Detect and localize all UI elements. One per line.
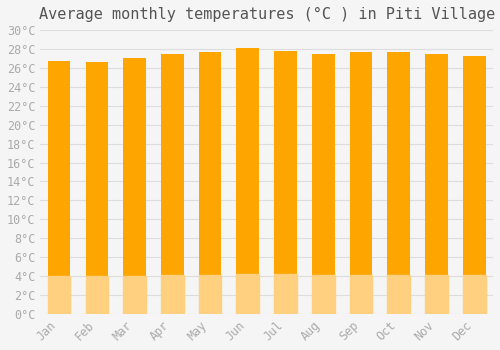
- Bar: [124, 58, 146, 314]
- Bar: [161, 54, 184, 314]
- Bar: [86, 62, 108, 314]
- Bar: [350, 275, 372, 314]
- Bar: [463, 275, 485, 314]
- Bar: [48, 61, 70, 314]
- Bar: [350, 52, 372, 314]
- Bar: [388, 52, 410, 314]
- Bar: [86, 276, 108, 314]
- Bar: [312, 54, 334, 314]
- Bar: [274, 51, 297, 314]
- Bar: [425, 54, 448, 314]
- Bar: [312, 275, 334, 314]
- Bar: [48, 276, 70, 314]
- Bar: [161, 275, 184, 314]
- Bar: [236, 274, 259, 314]
- Title: Average monthly temperatures (°C ) in Piti Village: Average monthly temperatures (°C ) in Pi…: [38, 7, 495, 22]
- Bar: [236, 48, 259, 314]
- Bar: [388, 275, 410, 314]
- Bar: [199, 52, 222, 314]
- Bar: [425, 275, 448, 314]
- Bar: [199, 275, 222, 314]
- Bar: [124, 275, 146, 314]
- Bar: [274, 274, 297, 314]
- Bar: [463, 56, 485, 314]
